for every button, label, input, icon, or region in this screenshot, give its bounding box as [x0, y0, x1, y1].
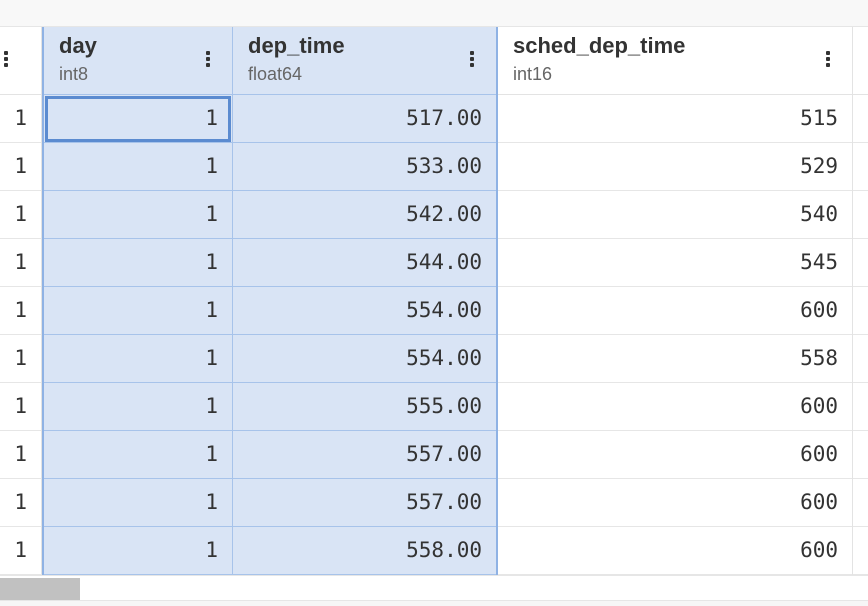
table-cell[interactable]: 600: [498, 431, 852, 479]
table-cell[interactable]: 1: [44, 95, 232, 143]
table-cell[interactable]: 533.00: [233, 143, 496, 191]
table-cell[interactable]: 517.00: [233, 95, 496, 143]
column-header-day[interactable]: day int8: [44, 27, 232, 95]
column-menu-icon[interactable]: [4, 51, 8, 67]
column-menu-icon[interactable]: [206, 51, 210, 67]
table-cell[interactable]: 1: [44, 143, 232, 191]
column-menu-icon[interactable]: [826, 51, 830, 67]
table-cell[interactable]: [853, 527, 868, 575]
table-cell[interactable]: 1: [44, 431, 232, 479]
table-cell[interactable]: 1: [0, 287, 41, 335]
column-name: day: [59, 33, 97, 58]
table-cell[interactable]: 1: [0, 191, 41, 239]
table-cell[interactable]: 600: [498, 287, 852, 335]
column-menu-icon[interactable]: [470, 51, 474, 67]
table-cell[interactable]: 554.00: [233, 287, 496, 335]
table-cell[interactable]: [853, 239, 868, 287]
table-cell[interactable]: [853, 143, 868, 191]
column-header-sched-dep-time[interactable]: sched_dep_time int16: [498, 27, 852, 95]
table-cell[interactable]: [853, 95, 868, 143]
table-cell[interactable]: 544.00: [233, 239, 496, 287]
table-cell[interactable]: 557.00: [233, 431, 496, 479]
table-cell[interactable]: 529: [498, 143, 852, 191]
table-cell[interactable]: 555.00: [233, 383, 496, 431]
column-name: dep_time: [248, 33, 345, 58]
table-cell[interactable]: 1: [0, 383, 41, 431]
table-cell[interactable]: 558.00: [233, 527, 496, 575]
table-cell[interactable]: 545: [498, 239, 852, 287]
table-cell[interactable]: 600: [498, 527, 852, 575]
table-cell[interactable]: 600: [498, 479, 852, 527]
table-cell[interactable]: 1: [0, 527, 41, 575]
table-cell[interactable]: 1: [44, 191, 232, 239]
table-cell[interactable]: 1: [0, 479, 41, 527]
scrollbar-thumb[interactable]: [0, 578, 80, 600]
column-type: float64: [248, 64, 303, 84]
table-cell[interactable]: 600: [498, 383, 852, 431]
column-sched-dep-time: sched_dep_time int16 515 529 540 545 600 558 6…: [498, 27, 853, 575]
table-cell[interactable]: [853, 383, 868, 431]
toolbar-area: [0, 0, 868, 27]
table-cell[interactable]: 1: [44, 383, 232, 431]
table-cell[interactable]: 1: [44, 239, 232, 287]
table-cell[interactable]: 1: [44, 479, 232, 527]
table-cell[interactable]: 557.00: [233, 479, 496, 527]
table-cell[interactable]: 1: [0, 431, 41, 479]
table-cell[interactable]: [853, 335, 868, 383]
table-cell[interactable]: 540: [498, 191, 852, 239]
column-type: int16: [513, 64, 553, 84]
table-cell[interactable]: 542.00: [233, 191, 496, 239]
column-header-dep-time[interactable]: dep_time float64: [233, 27, 496, 95]
footer-area: [0, 600, 868, 606]
table-cell[interactable]: 1: [0, 143, 41, 191]
table-cell[interactable]: 1: [44, 287, 232, 335]
table-cell[interactable]: 515: [498, 95, 852, 143]
table-cell[interactable]: 1: [44, 527, 232, 575]
column-type: int8: [59, 64, 89, 84]
column-header[interactable]: [853, 27, 868, 95]
table-cell[interactable]: 558: [498, 335, 852, 383]
table-cell[interactable]: [853, 431, 868, 479]
column-next-partial: [853, 27, 868, 575]
column-name: sched_dep_time: [513, 33, 686, 58]
horizontal-scrollbar[interactable]: [0, 575, 868, 600]
table-cell[interactable]: [853, 287, 868, 335]
table-cell[interactable]: 1: [0, 95, 41, 143]
column-header[interactable]: [0, 27, 41, 95]
table-cell[interactable]: [853, 191, 868, 239]
table-cell[interactable]: 554.00: [233, 335, 496, 383]
table-cell[interactable]: [853, 479, 868, 527]
table-cell[interactable]: 1: [0, 239, 41, 287]
column-dep-time: dep_time float64 517.00 533.00 542.00 544.0…: [233, 27, 498, 575]
table-cell[interactable]: 1: [44, 335, 232, 383]
table-cell[interactable]: 1: [0, 335, 41, 383]
